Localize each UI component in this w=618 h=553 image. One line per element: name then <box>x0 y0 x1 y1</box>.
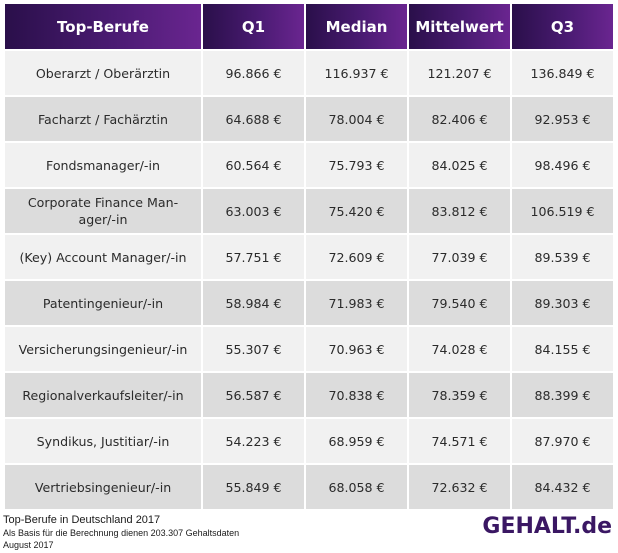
cell-job-title: Facharzt / Fachärztin <box>5 97 201 141</box>
footer-notes: Top-Berufe in Deutschland 2017 Als Basis… <box>3 513 239 551</box>
cell-q3: 89.303 € <box>512 281 613 325</box>
cell-mittelwert: 83.812 € <box>409 189 510 233</box>
cell-q3: 136.849 € <box>512 51 613 95</box>
cell-mittelwert: 79.540 € <box>409 281 510 325</box>
cell-mittelwert: 121.207 € <box>409 51 510 95</box>
header-median: Median <box>306 4 407 49</box>
cell-q1: 64.688 € <box>203 97 304 141</box>
cell-q3: 88.399 € <box>512 373 613 417</box>
cell-mittelwert: 82.406 € <box>409 97 510 141</box>
cell-median: 70.838 € <box>306 373 407 417</box>
cell-mittelwert: 72.632 € <box>409 465 510 509</box>
cell-median: 75.793 € <box>306 143 407 187</box>
cell-q1: 54.223 € <box>203 419 304 463</box>
cell-median: 68.959 € <box>306 419 407 463</box>
cell-job-title: Patentingenieur/-in <box>5 281 201 325</box>
cell-q1: 58.984 € <box>203 281 304 325</box>
table-row: Corporate Finance Man-ager/-in 63.003 €75… <box>5 189 613 233</box>
cell-q1: 60.564 € <box>203 143 304 187</box>
table-row: Fondsmanager/-in 60.564 €75.793 €84.025 €… <box>5 143 613 187</box>
cell-q3: 87.970 € <box>512 419 613 463</box>
cell-q3: 89.539 € <box>512 235 613 279</box>
cell-q1: 96.866 € <box>203 51 304 95</box>
cell-q1: 55.307 € <box>203 327 304 371</box>
footer-date: August 2017 <box>3 540 54 550</box>
cell-q1: 63.003 € <box>203 189 304 233</box>
header-top-berufe: Top-Berufe <box>5 4 201 49</box>
header-q1: Q1 <box>203 4 304 49</box>
cell-mittelwert: 77.039 € <box>409 235 510 279</box>
table-body: Oberarzt / Oberärztin 96.866 €116.937 €12… <box>5 51 613 509</box>
salary-table: Top-Berufe Q1 Median Mittelwert Q3 Obera… <box>3 2 615 511</box>
cell-median: 116.937 € <box>306 51 407 95</box>
cell-job-title: Regionalverkaufsleiter/-in <box>5 373 201 417</box>
table-row: Regionalverkaufsleiter/-in 56.587 €70.838… <box>5 373 613 417</box>
cell-median: 72.609 € <box>306 235 407 279</box>
cell-job-title: (Key) Account Manager/-in <box>5 235 201 279</box>
cell-q3: 92.953 € <box>512 97 613 141</box>
table-row: (Key) Account Manager/-in 57.751 €72.609 … <box>5 235 613 279</box>
gehalt-logo: GEHALT.de <box>482 514 612 539</box>
cell-median: 78.004 € <box>306 97 407 141</box>
cell-q3: 98.496 € <box>512 143 613 187</box>
cell-q1: 56.587 € <box>203 373 304 417</box>
table-row: Vertriebsingenieur/-in 55.849 €68.058 €72… <box>5 465 613 509</box>
cell-median: 71.983 € <box>306 281 407 325</box>
cell-q3: 84.432 € <box>512 465 613 509</box>
cell-q3: 84.155 € <box>512 327 613 371</box>
table-header-row: Top-Berufe Q1 Median Mittelwert Q3 <box>5 4 613 49</box>
table-row: Patentingenieur/-in 58.984 €71.983 €79.54… <box>5 281 613 325</box>
cell-mittelwert: 74.571 € <box>409 419 510 463</box>
footer-basis-note: Als Basis für die Berechnung dienen 203.… <box>3 528 240 538</box>
cell-median: 68.058 € <box>306 465 407 509</box>
cell-median: 70.963 € <box>306 327 407 371</box>
cell-job-title: Corporate Finance Man-ager/-in <box>5 189 201 233</box>
cell-median: 75.420 € <box>306 189 407 233</box>
cell-q3: 106.519 € <box>512 189 613 233</box>
cell-job-title: Fondsmanager/-in <box>5 143 201 187</box>
header-q3: Q3 <box>512 4 613 49</box>
cell-job-title: Oberarzt / Oberärztin <box>5 51 201 95</box>
cell-job-title: Versicherungsingenieur/-in <box>5 327 201 371</box>
table-row: Versicherungsingenieur/-in 55.307 €70.963… <box>5 327 613 371</box>
table-row: Syndikus, Justitiar/-in 54.223 €68.959 €7… <box>5 419 613 463</box>
table-row: Oberarzt / Oberärztin 96.866 €116.937 €12… <box>5 51 613 95</box>
footer-title: Top-Berufe in Deutschland 2017 <box>3 514 161 526</box>
cell-mittelwert: 84.025 € <box>409 143 510 187</box>
cell-q1: 57.751 € <box>203 235 304 279</box>
cell-job-title: Syndikus, Justitiar/-in <box>5 419 201 463</box>
table-row: Facharzt / Fachärztin 64.688 €78.004 €82.… <box>5 97 613 141</box>
cell-q1: 55.849 € <box>203 465 304 509</box>
cell-mittelwert: 78.359 € <box>409 373 510 417</box>
cell-job-title: Vertriebsingenieur/-in <box>5 465 201 509</box>
cell-mittelwert: 74.028 € <box>409 327 510 371</box>
header-mittelwert: Mittelwert <box>409 4 510 49</box>
